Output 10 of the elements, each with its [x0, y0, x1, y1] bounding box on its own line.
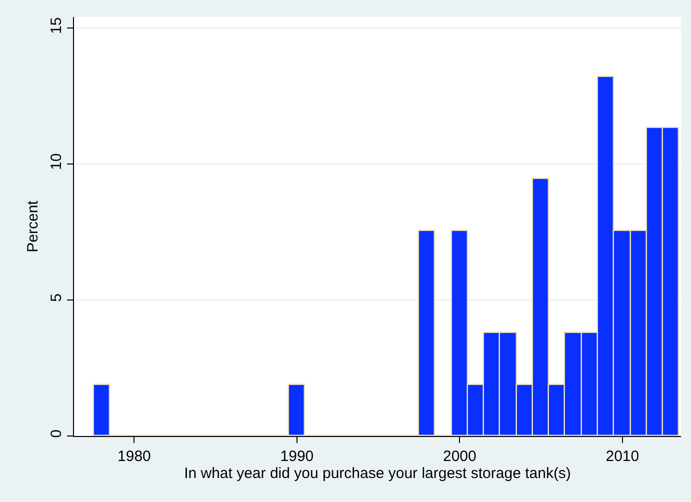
x-tick-label: 1990	[280, 448, 314, 465]
x-tick-label: 1980	[118, 448, 151, 465]
y-tick-label: 0	[48, 430, 65, 438]
x-tick-label: 2000	[442, 448, 476, 465]
y-axis-title: Percent	[24, 200, 42, 252]
x-axis-title: In what year did you purchase your largest storage tank(s)	[184, 465, 571, 482]
y-tick-label: 15	[48, 17, 65, 34]
y-tick-label: 5	[48, 294, 65, 302]
x-tick-label: 2010	[606, 448, 640, 465]
y-tick-label: 10	[48, 153, 65, 170]
